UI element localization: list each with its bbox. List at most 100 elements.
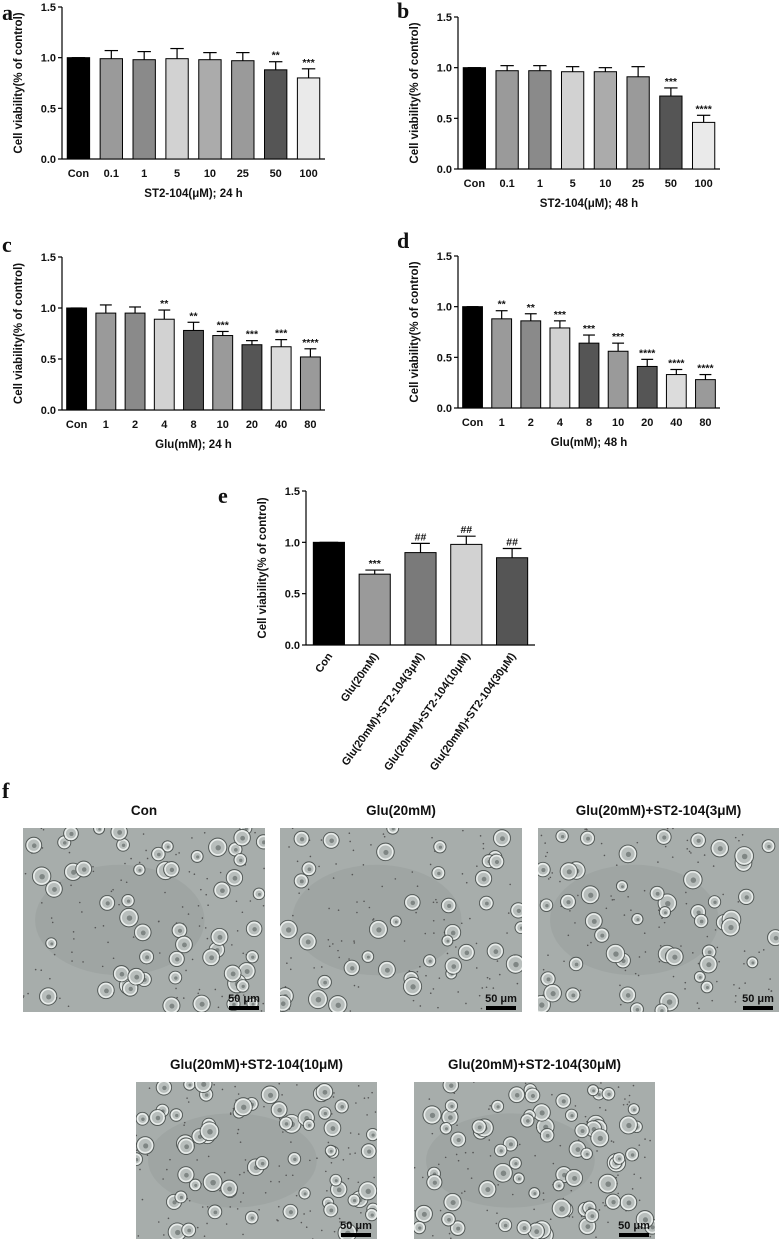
cell-rim: [431, 866, 446, 880]
cell-rim: [746, 956, 759, 969]
significance: ***: [369, 558, 382, 570]
nucleus: [494, 859, 500, 865]
debris: [221, 1088, 224, 1091]
y-tick-label: 0.0: [41, 405, 56, 417]
debris: [242, 1192, 245, 1194]
cell-rim: [601, 1087, 616, 1101]
debris: [73, 938, 75, 940]
debris: [198, 925, 201, 927]
nucleus: [447, 1217, 451, 1222]
nucleus: [534, 1229, 540, 1235]
bar: [296, 77, 321, 160]
nucleus: [590, 1214, 595, 1218]
debris: [744, 982, 746, 984]
debris: [610, 1140, 613, 1142]
cell-rim: [498, 1218, 513, 1233]
nucleus: [250, 1216, 254, 1220]
debris: [146, 1154, 149, 1156]
debris: [697, 962, 700, 965]
nucleus: [728, 924, 734, 931]
debris: [632, 1084, 635, 1087]
nucleus: [437, 871, 441, 876]
bar: [66, 307, 88, 411]
debris: [201, 917, 204, 919]
cell-rim: [516, 1220, 532, 1236]
debris: [182, 997, 185, 999]
debris: [586, 944, 589, 947]
cell-rim: [449, 1220, 466, 1236]
debris: [734, 1001, 737, 1003]
cell-rim: [322, 831, 340, 849]
cell-rim: [63, 828, 79, 842]
nucleus: [121, 843, 126, 848]
cell-rim: [347, 1193, 361, 1207]
nucleus: [201, 1082, 207, 1087]
cell-rim: [631, 913, 644, 926]
debris: [242, 952, 245, 955]
cell-rim: [151, 846, 166, 862]
micrograph-title: Glu(20mM)+ST2-104(10μM): [170, 1057, 343, 1072]
cell-rim: [440, 897, 457, 914]
debris: [770, 990, 773, 992]
nucleus: [530, 1093, 536, 1098]
x-tick-label: Glu(20mM)+ST2-104(10μM): [382, 651, 473, 774]
debris: [516, 982, 519, 985]
significance: ***: [275, 328, 288, 340]
cell-rim: [136, 1152, 143, 1167]
debris: [204, 927, 207, 929]
significance: ****: [639, 347, 656, 359]
debris: [432, 919, 435, 922]
debris: [237, 1093, 240, 1095]
bar: [695, 379, 716, 409]
x-tick-label: Con: [68, 168, 90, 180]
micrograph-title: Glu(20mM)+ST2-104(3μM): [576, 803, 741, 818]
debris: [263, 1105, 265, 1108]
cell-rim: [318, 1106, 332, 1120]
nucleus: [418, 1226, 422, 1230]
cell-rim: [282, 1203, 299, 1220]
nucleus: [767, 844, 771, 849]
debris: [712, 865, 715, 867]
cell-rim: [245, 1210, 259, 1225]
cell-rim: [551, 1198, 572, 1219]
debris: [23, 996, 24, 999]
cell-rim: [245, 950, 259, 964]
debris: [326, 1189, 328, 1192]
nucleus: [513, 961, 519, 968]
debris: [262, 1002, 265, 1005]
nucleus: [447, 903, 452, 909]
debris: [569, 910, 571, 912]
nucleus: [493, 949, 499, 955]
nucleus: [541, 868, 546, 873]
x-tick-label: 50: [665, 178, 677, 190]
debris: [320, 839, 323, 841]
debris: [633, 1173, 636, 1176]
bar: [264, 69, 288, 160]
bar: [691, 121, 716, 170]
debris: [332, 877, 335, 879]
nucleus: [376, 927, 382, 933]
cell-rim: [210, 927, 229, 946]
nucleus: [288, 1210, 293, 1215]
debris: [139, 1168, 141, 1171]
cell-rim: [280, 994, 292, 1012]
debris: [470, 1177, 473, 1179]
cell-rim: [538, 861, 551, 878]
nucleus: [630, 1153, 635, 1157]
debris: [67, 1005, 70, 1008]
debris: [207, 1155, 210, 1158]
debris: [313, 967, 315, 969]
debris: [415, 911, 417, 914]
nucleus: [143, 1143, 149, 1149]
nucleus: [371, 1133, 375, 1137]
debris: [370, 844, 372, 846]
cell-rim: [328, 995, 348, 1012]
panel-label: b: [397, 0, 409, 23]
debris: [175, 987, 177, 990]
nucleus: [517, 1177, 521, 1181]
debris: [295, 1194, 298, 1197]
nucleus: [519, 926, 522, 930]
debris: [254, 831, 256, 834]
debris: [183, 1121, 186, 1124]
cell-rim: [361, 950, 375, 963]
